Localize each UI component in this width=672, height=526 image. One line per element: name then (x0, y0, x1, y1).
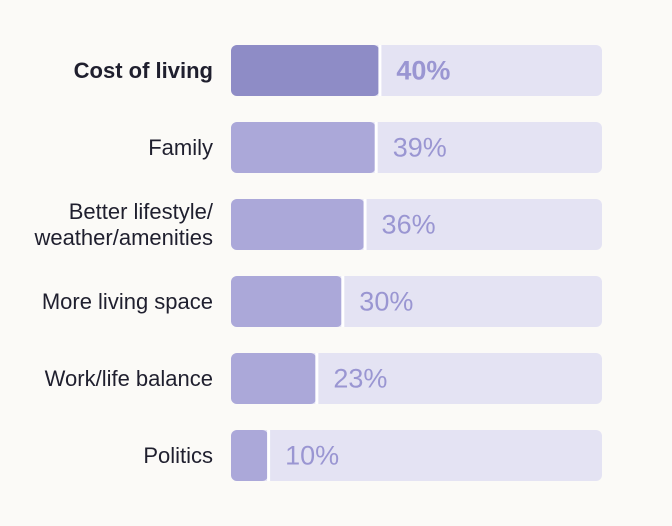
category-label: Politics (143, 443, 213, 468)
bar (231, 199, 365, 250)
category-label: Better lifestyle/ (69, 199, 214, 224)
bar-separator (341, 276, 345, 327)
bar (231, 122, 376, 173)
category-label: More living space (42, 289, 213, 314)
value-label: 40% (396, 56, 450, 86)
category-label: Family (148, 135, 213, 160)
bar (231, 430, 269, 481)
value-label: 36% (382, 210, 436, 240)
category-label: weather/amenities (33, 225, 213, 250)
value-label: 10% (285, 441, 339, 471)
bar-track (231, 430, 602, 481)
bar (231, 353, 317, 404)
category-label: Work/life balance (45, 366, 213, 391)
category-label: Cost of living (74, 58, 213, 83)
value-label: 39% (393, 133, 447, 163)
bar-track (231, 353, 602, 404)
bar-separator (267, 430, 271, 481)
bar (231, 45, 380, 96)
bar-separator (363, 199, 367, 250)
value-label: 30% (359, 287, 413, 317)
bar-separator (374, 122, 378, 173)
bar-separator (315, 353, 319, 404)
bar (231, 276, 343, 327)
bar-separator (378, 45, 382, 96)
value-label: 23% (333, 364, 387, 394)
